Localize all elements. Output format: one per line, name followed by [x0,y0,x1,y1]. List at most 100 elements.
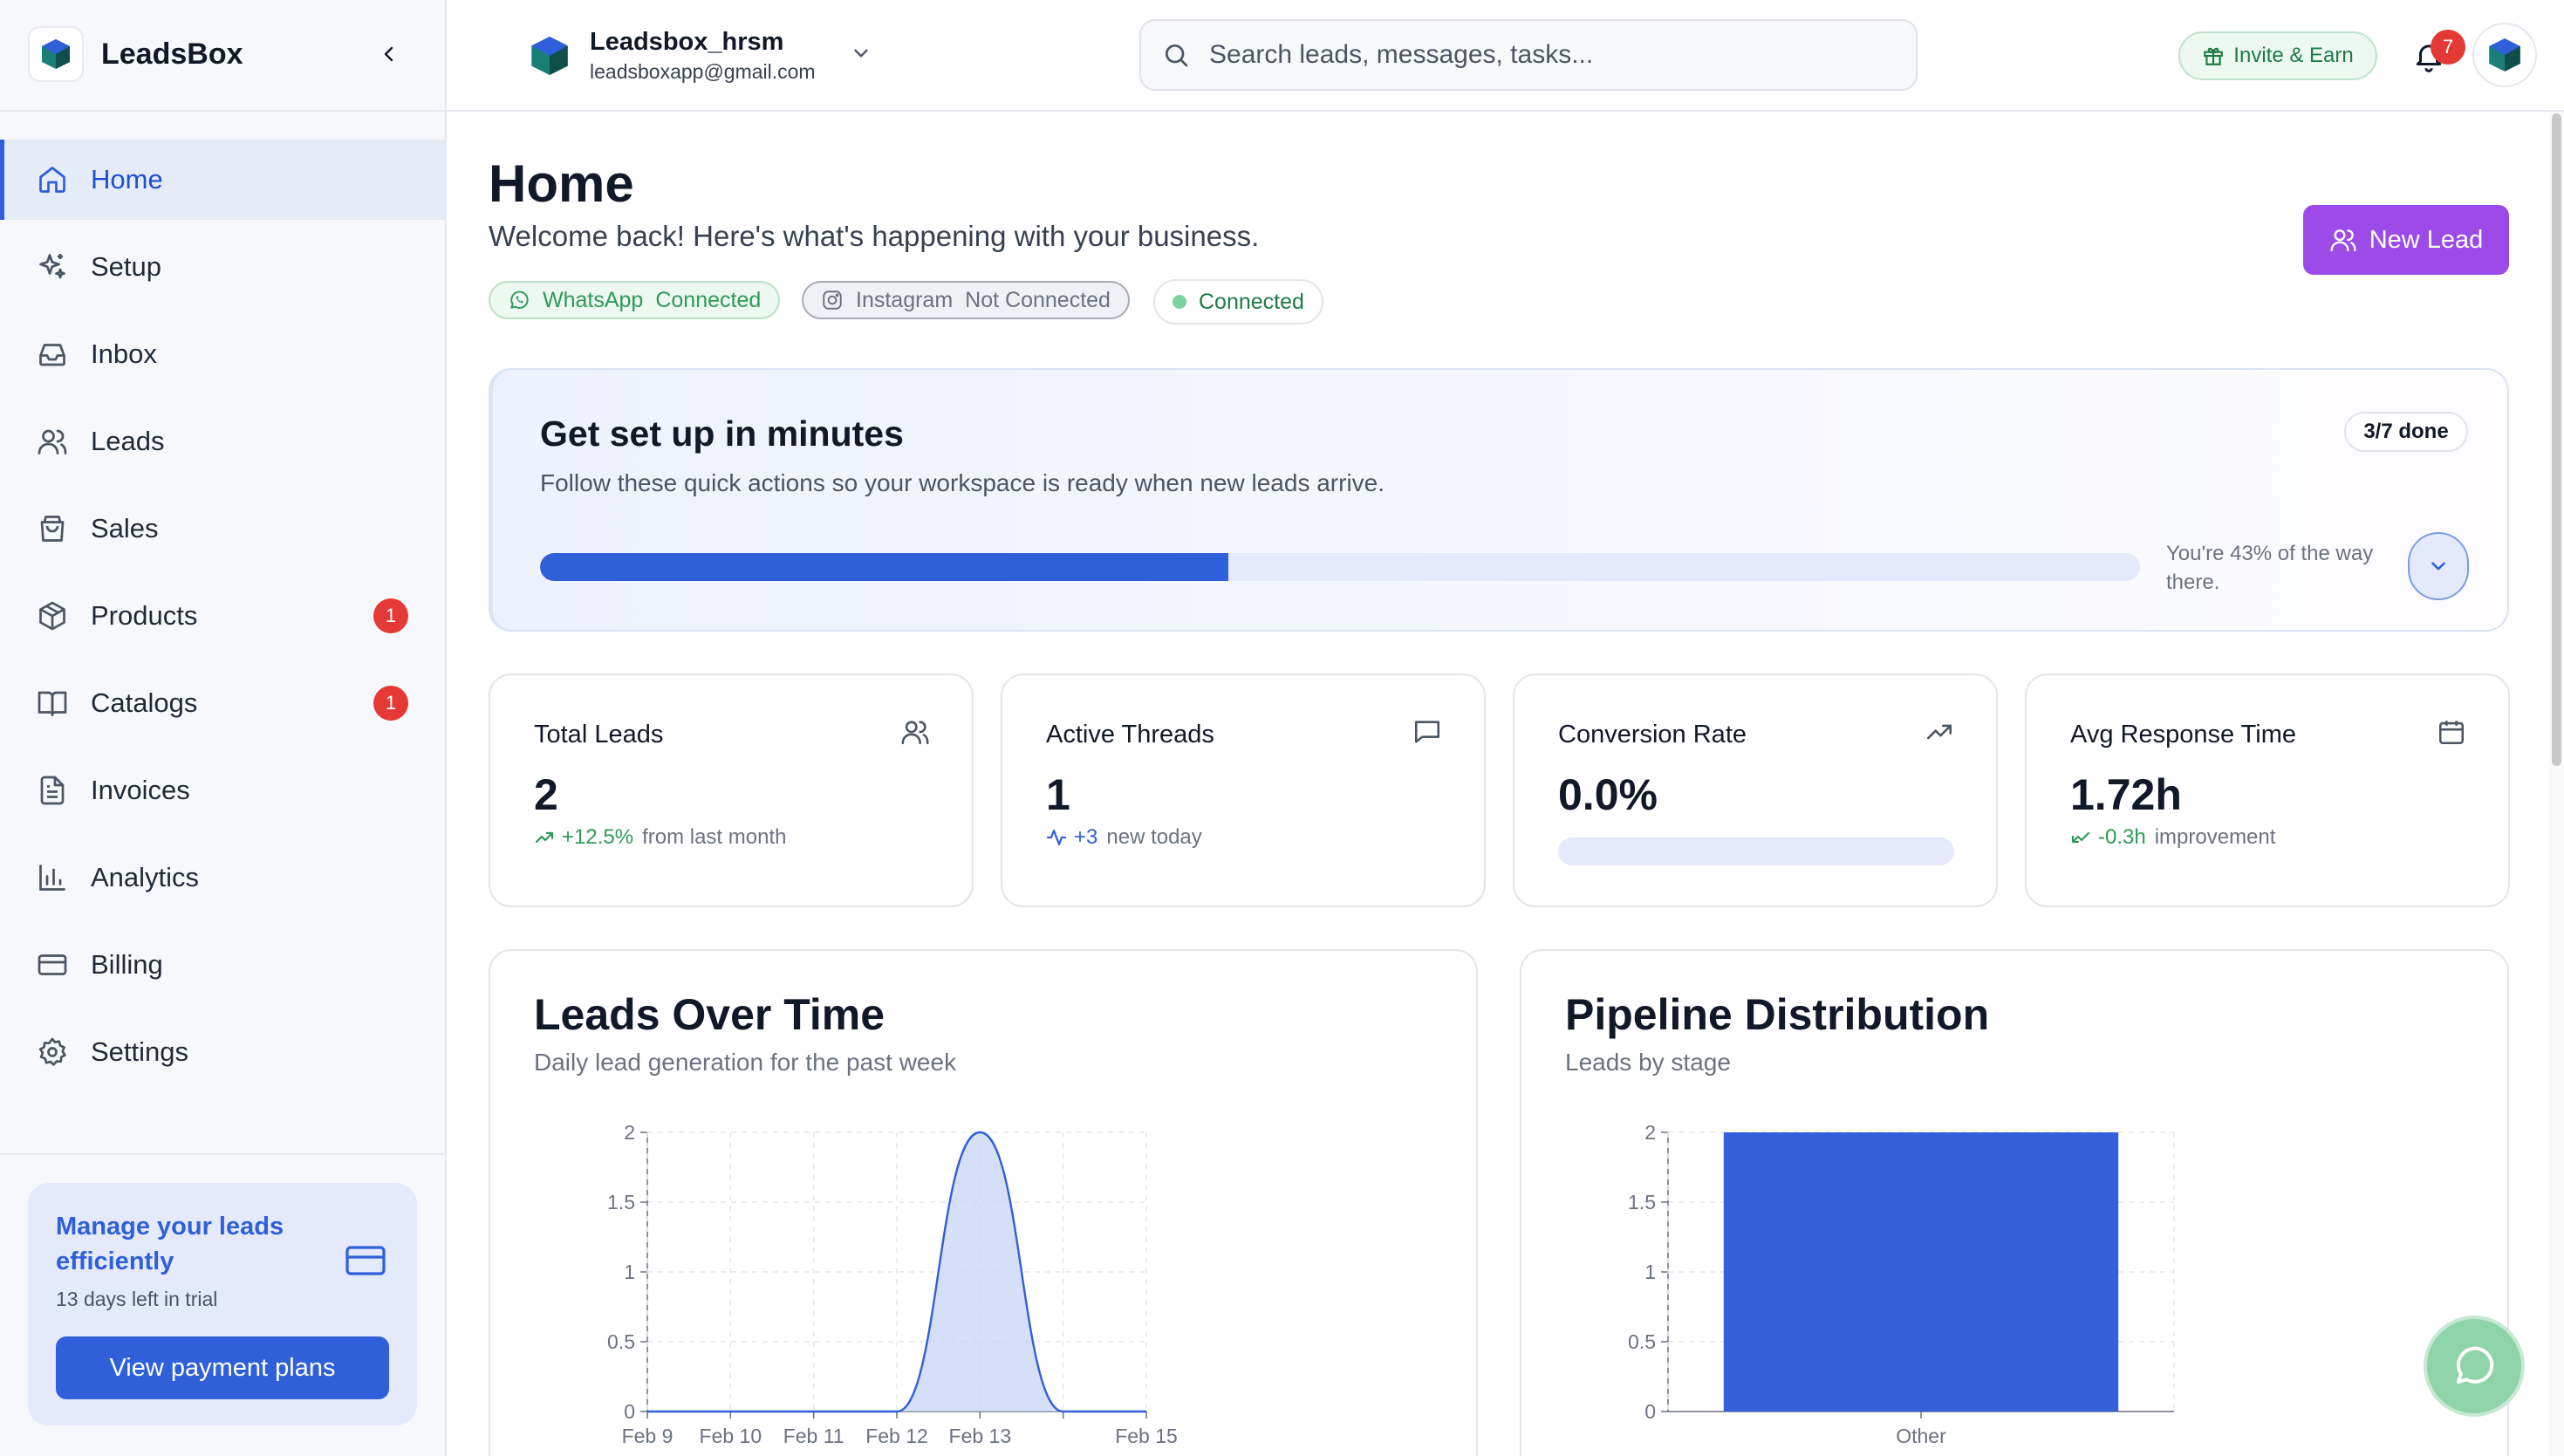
expand-setup-button[interactable] [2408,532,2469,600]
sidebar-item-label: Catalogs [91,687,198,718]
workspace-name: Leadsbox_hrsm [590,28,784,56]
avatar[interactable] [2472,23,2537,87]
stat-note: new today [1106,825,1202,849]
sidebar-item-label: Analytics [91,862,200,892]
chevron-down-icon[interactable] [850,42,872,65]
sidebar-item-billing[interactable]: Billing [0,925,445,1005]
trial-title: Manage your leads efficiently [56,1213,284,1275]
avatar-logo-icon [2489,38,2520,72]
pipeline-distribution-card: Pipeline Distribution Leads by stage 0 0.… [1520,949,2509,1456]
x-tick-label: Feb 11 [783,1425,844,1447]
stat-footer: +3 new today [1046,825,1202,850]
setup-progress-bar [540,553,2140,581]
trending-up-icon [535,831,554,844]
setup-done-badge: 3/7 done [2344,412,2468,452]
sidebar-item-setup[interactable]: Setup [0,227,445,307]
credit-card-icon [35,947,70,982]
setup-subtitle: Follow these quick actions so your works… [540,469,1385,496]
book-open-icon [35,686,70,721]
y-tick-label: 1.5 [1628,1191,1656,1213]
collapse-sidebar-button[interactable] [370,35,408,73]
message-circle-icon [2456,1346,2494,1384]
workspace-info: Leadsbox_hrsm leadsboxapp@gmail.com [590,28,816,84]
sidebar-item-leads[interactable]: Leads [0,401,445,482]
stat-card-total-leads: Total Leads 2 +12.5% from last month [489,673,974,907]
workspace-switcher[interactable]: Leadsbox_hrsm leadsboxapp@gmail.com [530,24,816,87]
sidebar-item-sales[interactable]: Sales [0,489,445,569]
trial-card: Manage your leads efficiently 13 days le… [28,1183,417,1425]
setup-title: Get set up in minutes [540,414,904,454]
brand[interactable]: LeadsBox [28,26,243,82]
sidebar-item-products[interactable]: Products 1 [0,576,445,656]
search-icon [1162,41,1190,69]
connection-state: Connected [1199,289,1304,314]
sidebar-item-catalogs[interactable]: Catalogs 1 [0,663,445,743]
new-lead-label: New Lead [2369,225,2484,254]
bar [1723,1132,2119,1412]
setup-progress-fill [540,553,1228,581]
chevron-left-icon [384,46,393,62]
whatsapp-icon [510,291,529,309]
stat-label: Active Threads [1046,721,1214,749]
stat-card-conversion-rate: Conversion Rate 0.0% [1513,673,1998,907]
y-tick-label: 2 [1644,1121,1656,1144]
y-tick-label: 2 [624,1121,635,1144]
setup-card: Get set up in minutes Follow these quick… [489,368,2509,632]
page-subtitle: Welcome back! Here's what's happening wi… [489,220,1260,252]
gift-icon [2204,47,2224,65]
y-tick-label: 1.5 [607,1191,635,1213]
sidebar-item-label: Invoices [91,775,190,805]
search-input[interactable]: Search leads, messages, tasks... [1139,19,1918,91]
users-icon [35,424,70,459]
activity-icon [1046,829,1067,846]
scrollbar-thumb[interactable] [2552,113,2561,766]
x-tick-label: Feb 15 [1115,1425,1178,1447]
area-fill [647,1132,1146,1412]
instagram-state: Not Connected [965,287,1111,312]
stat-value: 1 [1046,770,1070,819]
chart-subtitle: Leads by stage [1565,1049,1731,1076]
conversion-progress-bar [1558,837,1954,865]
stat-delta: +3 [1074,825,1098,849]
connection-status-badge: Connected [1153,279,1323,325]
pipeline-distribution-chart: 0 0.5 1 1.5 2 Other [1628,1121,2175,1447]
series-line [647,1131,1146,1413]
sidebar-item-analytics[interactable]: Analytics [0,837,445,918]
stat-value: 1.72h [2070,770,2182,819]
sidebar: LeadsBox Home Setup Inbox Leads Sales Pr… [0,0,447,1456]
users-icon [2330,229,2356,252]
view-payment-plans-button[interactable]: View payment plans [56,1336,389,1399]
invite-earn-button[interactable]: Invite & Earn [2178,31,2377,80]
sidebar-item-settings[interactable]: Settings [0,1012,445,1092]
instagram-status-badge[interactable]: Instagram Not Connected [802,281,1130,319]
stat-label: Total Leads [534,721,664,749]
trial-days-left: 13 days left in trial [56,1288,218,1310]
sidebar-item-label: Settings [91,1036,189,1067]
sidebar-item-invoices[interactable]: Invoices [0,750,445,831]
x-tick-label: Feb 13 [949,1425,1012,1447]
stat-note: from last month [642,825,787,849]
calendar-icon [2437,717,2466,747]
package-icon [35,598,70,633]
topbar: Leadsbox_hrsm leadsboxapp@gmail.com Sear… [447,0,2564,112]
workspace-logo [530,35,569,77]
stat-label: Avg Response Time [2070,721,2296,749]
y-tick-label: 0 [1644,1400,1656,1423]
sidebar-item-inbox[interactable]: Inbox [0,314,445,394]
trending-up-icon [1925,717,1954,747]
sidebar-divider [0,110,445,112]
instagram-label: Instagram [856,287,954,312]
chat-support-button[interactable] [2424,1316,2525,1417]
stat-value: 2 [534,770,558,819]
sidebar-nav: Home Setup Inbox Leads Sales Products 1 … [0,140,445,1099]
sidebar-item-home[interactable]: Home [0,140,445,220]
stat-card-active-threads: Active Threads 1 +3 new today [1001,673,1486,907]
new-lead-button[interactable]: New Lead [2303,205,2509,275]
credit-card-icon [345,1246,386,1275]
whatsapp-status-badge[interactable]: WhatsApp Connected [489,281,781,319]
x-tick-label: Feb 12 [865,1425,928,1447]
chart-title: Leads Over Time [534,990,885,1039]
sidebar-item-label: Sales [91,513,159,543]
home-icon [35,162,70,197]
stat-card-avg-response-time: Avg Response Time 1.72h -0.3h improvemen… [2025,673,2510,907]
